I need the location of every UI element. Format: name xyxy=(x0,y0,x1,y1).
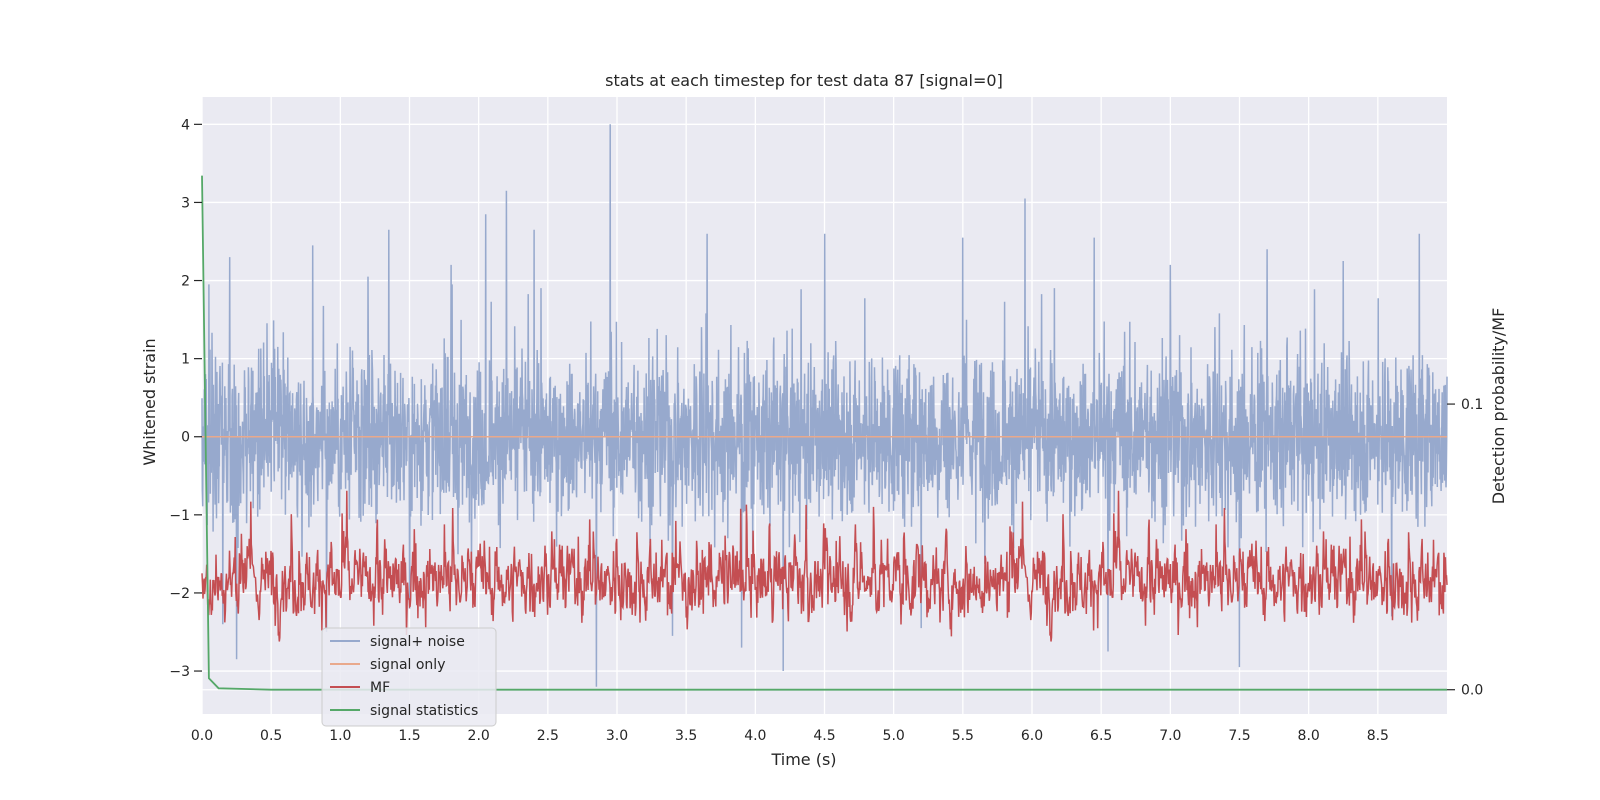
x-tick-label: 0.0 xyxy=(191,728,213,744)
x-tick-label: 2.0 xyxy=(468,728,490,744)
y-right-axis-ticks: 0.1 0.0 xyxy=(1447,397,1483,699)
y-tick-label: 2 xyxy=(181,274,190,290)
x-tick-label: 8.5 xyxy=(1367,728,1389,744)
y-axis-label: Whitened strain xyxy=(140,338,159,465)
legend-label-signal-statistics: signal statistics xyxy=(370,703,478,719)
x-tick-label: 8.0 xyxy=(1298,728,1320,744)
legend-label-signal-only: signal only xyxy=(370,657,445,673)
chart-title: stats at each timestep for test data 87 … xyxy=(605,71,1003,90)
y-tick-label: 3 xyxy=(181,195,190,211)
legend: signal+ noise signal only MF signal stat… xyxy=(321,627,497,727)
y-tick-label: −2 xyxy=(169,586,190,602)
y-tick-label: 0 xyxy=(181,430,190,446)
x-tick-label: 4.0 xyxy=(744,728,766,744)
x-tick-label: 5.5 xyxy=(952,728,974,744)
x-axis-ticks: 0.0 0.5 1.0 1.5 2.0 2.5 3.0 3.5 4.0 4.5 5.0 5.5 6.0 6… xyxy=(191,728,1389,744)
y-right-tick-label: 0.1 xyxy=(1461,397,1483,413)
x-tick-label: 7.5 xyxy=(1228,728,1250,744)
y-axis-ticks: 4 3 2 1 0 −1 −2 −3 xyxy=(169,117,202,680)
series-line-mf xyxy=(201,490,1448,642)
x-tick-label: 6.5 xyxy=(1090,728,1112,744)
y-right-axis-label: Detection probability/MF xyxy=(1489,308,1508,505)
x-tick-label: 7.0 xyxy=(1159,728,1181,744)
legend-label-signal-noise: signal+ noise xyxy=(370,634,465,650)
series-line-signal-statistics xyxy=(201,175,1447,691)
series-layer xyxy=(201,124,1448,691)
series-line-signal-noise xyxy=(201,124,1448,687)
x-tick-label: 1.0 xyxy=(329,728,351,744)
y-tick-label: −1 xyxy=(169,508,190,524)
x-tick-label: 4.5 xyxy=(813,728,835,744)
x-tick-label: 6.0 xyxy=(1021,728,1043,744)
x-tick-label: 1.5 xyxy=(398,728,420,744)
legend-box xyxy=(321,627,497,727)
y-tick-label: 4 xyxy=(181,117,190,133)
x-tick-label: 0.5 xyxy=(260,728,282,744)
x-axis-label: Time (s) xyxy=(770,750,836,769)
y-tick-label: 1 xyxy=(181,352,190,368)
x-tick-label: 2.5 xyxy=(537,728,559,744)
y-tick-label: −3 xyxy=(169,664,190,680)
x-tick-label: 3.0 xyxy=(606,728,628,744)
y-right-tick-label: 0.0 xyxy=(1461,683,1483,699)
x-tick-label: 3.5 xyxy=(675,728,697,744)
x-tick-label: 5.0 xyxy=(883,728,905,744)
legend-label-mf: MF xyxy=(370,680,390,696)
